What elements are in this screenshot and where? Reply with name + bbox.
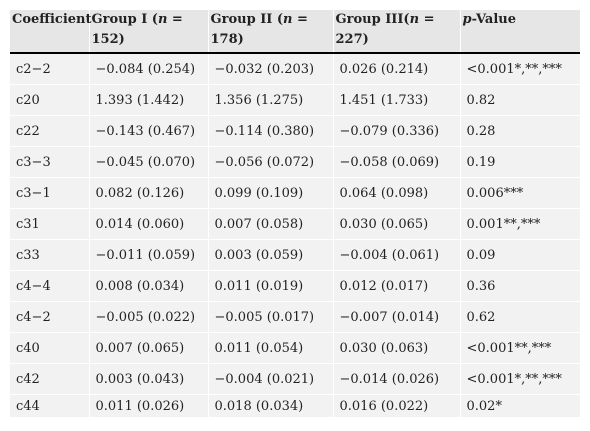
cell-group-3: 0.064 (0.098) <box>332 177 460 209</box>
cell-group-2: −0.114 (0.380) <box>207 115 333 147</box>
table-row: c22 −0.143 (0.467) −0.114 (0.380) −0.079… <box>10 115 580 147</box>
cell-p-value: <0.001*,**,*** <box>459 363 580 395</box>
cell-group-1: 0.082 (0.126) <box>88 177 208 209</box>
cell-group-1: −0.084 (0.254) <box>88 53 208 85</box>
cell-group-1: 0.014 (0.060) <box>88 208 208 240</box>
cell-group-2: −0.005 (0.017) <box>207 301 333 333</box>
cell-coefficient: c31 <box>10 208 89 240</box>
header-coefficient: Coefficient <box>10 10 91 54</box>
header-group-3: Group III(n = 227) <box>332 10 460 54</box>
cell-group-3: 0.026 (0.214) <box>332 53 460 85</box>
cell-group-1: 0.011 (0.026) <box>88 394 208 417</box>
table-row: c31 0.014 (0.060) 0.007 (0.058) 0.030 (0… <box>10 208 580 240</box>
cell-group-3: 1.451 (1.733) <box>332 84 460 116</box>
cell-group-2: −0.032 (0.203) <box>207 53 333 85</box>
table-row: c33 −0.011 (0.059) 0.003 (0.059) −0.004 … <box>10 239 580 271</box>
cell-group-2: 1.356 (1.275) <box>207 84 333 116</box>
cell-group-1: 1.393 (1.442) <box>88 84 208 116</box>
header-group-2: Group II (n = 178) <box>207 10 333 54</box>
cell-coefficient: c44 <box>10 394 89 417</box>
cell-group-1: 0.008 (0.034) <box>88 270 208 302</box>
cell-coefficient: c3−1 <box>10 177 89 209</box>
cell-p-value: 0.28 <box>459 115 580 147</box>
cell-coefficient: c40 <box>10 332 89 364</box>
cell-group-2: 0.007 (0.058) <box>207 208 333 240</box>
cell-p-value: 0.82 <box>459 84 580 116</box>
cell-group-3: −0.058 (0.069) <box>332 146 460 178</box>
cell-group-1: −0.011 (0.059) <box>88 239 208 271</box>
cell-p-value: 0.006*** <box>459 177 580 209</box>
cell-group-2: −0.004 (0.021) <box>207 363 333 395</box>
table-row: c2−2 −0.084 (0.254) −0.032 (0.203) 0.026… <box>10 53 580 85</box>
cell-group-3: −0.014 (0.026) <box>332 363 460 395</box>
table-body: c2−2 −0.084 (0.254) −0.032 (0.203) 0.026… <box>10 53 580 417</box>
cell-group-3: −0.079 (0.336) <box>332 115 460 147</box>
cell-p-value: 0.62 <box>459 301 580 333</box>
table-row: c20 1.393 (1.442) 1.356 (1.275) 1.451 (1… <box>10 84 580 116</box>
header-group-1: Group I (n = 152) <box>88 10 208 54</box>
cell-p-value: 0.19 <box>459 146 580 178</box>
table-row: c44 0.011 (0.026) 0.018 (0.034) 0.016 (0… <box>10 394 580 417</box>
table-row: c3−3 −0.045 (0.070) −0.056 (0.072) −0.05… <box>10 146 580 178</box>
header-row: Coefficient Group I (n = 152) Group II (… <box>10 10 580 54</box>
cell-group-3: −0.004 (0.061) <box>332 239 460 271</box>
cell-group-1: −0.143 (0.467) <box>88 115 208 147</box>
cell-p-value: 0.36 <box>459 270 580 302</box>
header-p-value: p-Value <box>459 10 580 54</box>
cell-p-value: 0.02* <box>459 394 580 417</box>
cell-coefficient: c4−4 <box>10 270 89 302</box>
cell-group-2: 0.003 (0.059) <box>207 239 333 271</box>
cell-group-3: 0.016 (0.022) <box>332 394 460 417</box>
cell-group-3: 0.030 (0.065) <box>332 208 460 240</box>
cell-group-2: −0.056 (0.072) <box>207 146 333 178</box>
cell-p-value: 0.09 <box>459 239 580 271</box>
cell-coefficient: c4−2 <box>10 301 89 333</box>
cell-group-1: −0.005 (0.022) <box>88 301 208 333</box>
cell-coefficient: c20 <box>10 84 89 116</box>
cell-coefficient: c33 <box>10 239 89 271</box>
cell-group-3: 0.030 (0.063) <box>332 332 460 364</box>
cell-coefficient: c22 <box>10 115 89 147</box>
cell-coefficient: c3−3 <box>10 146 89 178</box>
table-row: c4−4 0.008 (0.034) 0.011 (0.019) 0.012 (… <box>10 270 580 302</box>
coefficient-table: Coefficient Group I (n = 152) Group II (… <box>10 10 580 417</box>
cell-coefficient: c2−2 <box>10 53 89 85</box>
cell-group-1: 0.007 (0.065) <box>88 332 208 364</box>
cell-group-2: 0.099 (0.109) <box>207 177 333 209</box>
cell-group-1: −0.045 (0.070) <box>88 146 208 178</box>
table-row: c4−2 −0.005 (0.022) −0.005 (0.017) −0.00… <box>10 301 580 333</box>
table-row: c3−1 0.082 (0.126) 0.099 (0.109) 0.064 (… <box>10 177 580 209</box>
cell-p-value: <0.001**,*** <box>459 332 580 364</box>
table-header: Coefficient Group I (n = 152) Group II (… <box>10 10 580 54</box>
table-row: c42 0.003 (0.043) −0.004 (0.021) −0.014 … <box>10 363 580 395</box>
cell-p-value: <0.001*,**,*** <box>459 53 580 85</box>
cell-group-3: −0.007 (0.014) <box>332 301 460 333</box>
cell-group-2: 0.018 (0.034) <box>207 394 333 417</box>
table-row: c40 0.007 (0.065) 0.011 (0.054) 0.030 (0… <box>10 332 580 364</box>
cell-group-2: 0.011 (0.054) <box>207 332 333 364</box>
cell-coefficient: c42 <box>10 363 89 395</box>
cell-group-1: 0.003 (0.043) <box>88 363 208 395</box>
cell-group-3: 0.012 (0.017) <box>332 270 460 302</box>
cell-p-value: 0.001**,*** <box>459 208 580 240</box>
cell-group-2: 0.011 (0.019) <box>207 270 333 302</box>
